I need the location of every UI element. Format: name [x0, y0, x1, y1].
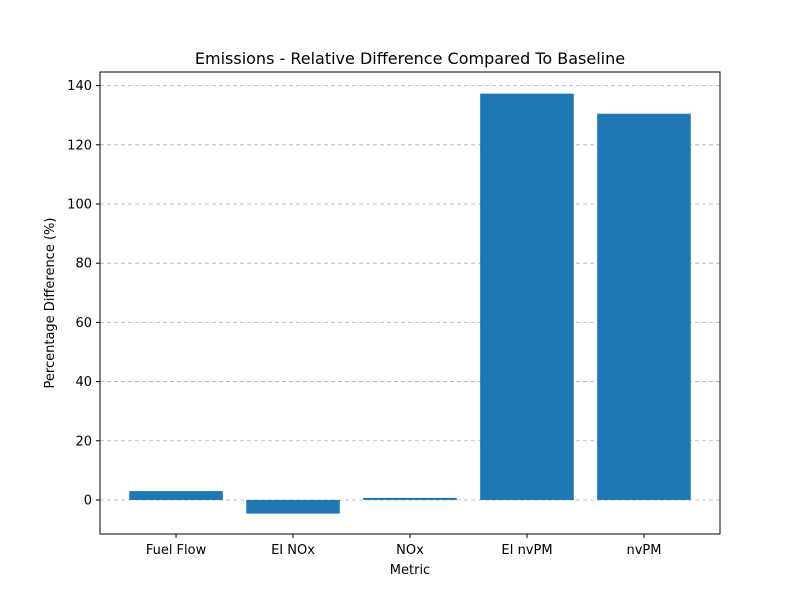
bars-layer	[129, 93, 691, 514]
x-tick-label: nvPM	[626, 543, 661, 558]
x-tick-label: EI nvPM	[501, 543, 552, 558]
x-tick-label: NOx	[396, 543, 424, 558]
x-axis-label: Metric	[390, 563, 430, 578]
x-tick-label: EI NOx	[271, 543, 315, 558]
x-ticks-layer: Fuel Flow EI NOx NOx EI nvPM nvPM	[146, 534, 661, 558]
bar-fuel-flow	[129, 491, 223, 500]
bar-ei-nox	[246, 499, 340, 514]
y-tick-label: 40	[75, 375, 92, 390]
bar-ei-nvpm	[480, 93, 574, 500]
y-tick-label: 120	[67, 138, 92, 153]
y-axis-label: Percentage Difference (%)	[43, 218, 58, 389]
bar-nox	[363, 497, 457, 500]
y-tick-label: 20	[75, 434, 92, 449]
y-tick-label: 60	[75, 316, 92, 331]
chart-title: Emissions - Relative Difference Compared…	[195, 49, 625, 68]
y-ticks-layer: 0 20 40 60 80 100 120 140	[67, 79, 100, 508]
y-tick-label: 80	[75, 257, 92, 272]
y-tick-label: 100	[67, 198, 92, 213]
y-tick-label: 140	[67, 79, 92, 94]
y-tick-label: 0	[84, 493, 92, 508]
x-tick-label: Fuel Flow	[146, 543, 207, 558]
bar-nvpm	[597, 113, 691, 500]
